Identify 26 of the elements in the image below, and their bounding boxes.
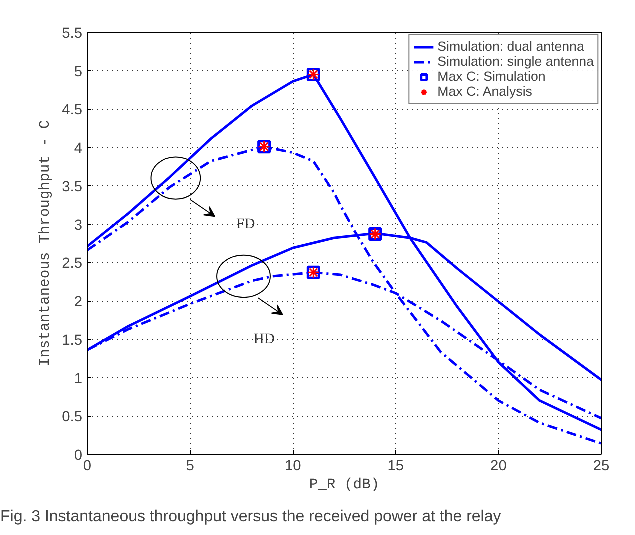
legend-label: Max C: Simulation xyxy=(438,69,546,84)
y-tick-label: 1 xyxy=(74,371,83,388)
x-tick-label: 25 xyxy=(593,458,610,474)
caption: Fig. 3 Instantaneous throughput versus the received power at the relay xyxy=(0,508,502,526)
y-tick-label: 3 xyxy=(74,218,83,234)
x-tick-label: 10 xyxy=(284,458,302,474)
y-tick-label: 4.5 xyxy=(62,102,82,119)
y-tick-label: 4 xyxy=(74,141,83,158)
y-tick-label: 2.5 xyxy=(62,256,82,272)
annotation: HD xyxy=(254,331,275,348)
y-tick-label: 5.5 xyxy=(62,26,82,42)
legend-label: Simulation: single antenna xyxy=(438,54,594,69)
y-tick-label: 0 xyxy=(74,448,83,464)
x-tick-label: 15 xyxy=(388,458,404,474)
y-tick-label: 0.5 xyxy=(62,410,82,426)
y-tick-label: 2 xyxy=(74,294,83,311)
y-tick-label: 3.5 xyxy=(62,179,82,196)
y-tick-label: 5 xyxy=(74,64,83,80)
legend-label: Simulation: dual antenna xyxy=(438,39,584,54)
legend-label: Max C: Analysis xyxy=(438,84,532,99)
y-axis-title: Instantaneous Throughput - C xyxy=(38,120,54,367)
x-tick-label: 5 xyxy=(186,458,194,474)
annotation: FD xyxy=(236,216,256,232)
x-tick-label: 20 xyxy=(490,458,507,474)
y-tick-label: 1.5 xyxy=(62,332,82,349)
x-axis-title: P_R (dB) xyxy=(309,478,380,494)
